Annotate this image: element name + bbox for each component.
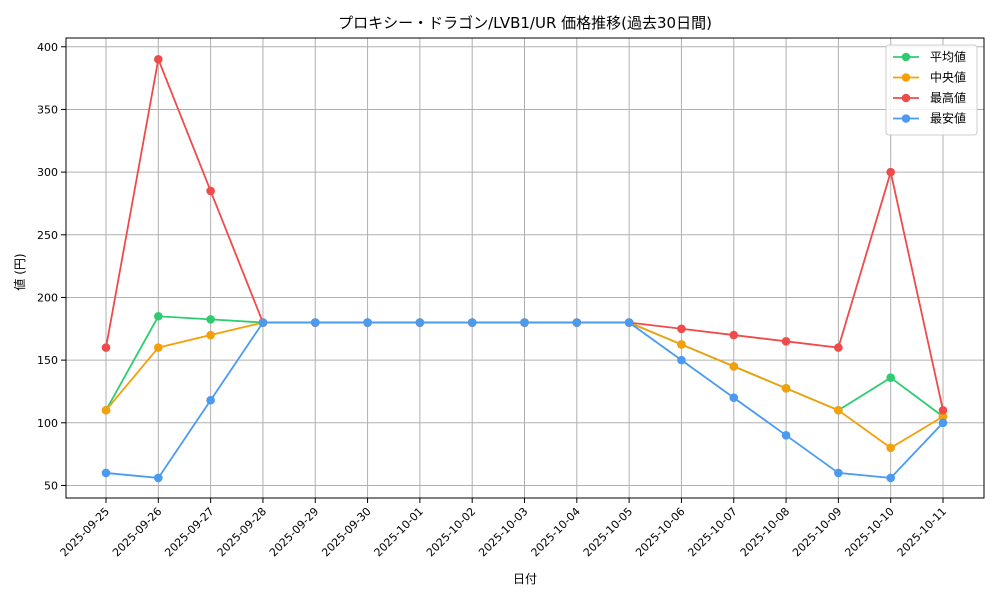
data-point	[520, 318, 529, 327]
x-axis-label: 日付	[513, 572, 537, 586]
y-axis-label: 値 (円)	[12, 253, 27, 290]
data-point	[415, 318, 425, 327]
data-point	[729, 330, 739, 340]
legend-item: 中央値	[893, 70, 966, 85]
legend-label: 平均値	[930, 49, 966, 64]
data-point	[154, 473, 163, 483]
y-tick-label: 200	[37, 291, 58, 304]
data-point	[938, 412, 948, 421]
data-point	[206, 395, 215, 405]
y-tick-label: 300	[37, 166, 58, 179]
plot-frame	[65, 37, 985, 499]
data-point	[886, 167, 895, 177]
data-point	[834, 468, 843, 478]
data-point	[677, 324, 686, 334]
legend-box	[885, 44, 978, 136]
data-point	[886, 443, 895, 453]
legend-item: 平均値	[893, 49, 966, 64]
legend-item: 最安値	[893, 111, 966, 126]
data-point	[206, 186, 215, 196]
legend-label: 最安値	[930, 111, 966, 126]
data-point	[886, 373, 895, 382]
data-point	[729, 362, 739, 371]
data-point	[729, 393, 739, 403]
data-point	[572, 318, 582, 327]
data-point	[310, 318, 320, 327]
data-point	[363, 318, 372, 327]
y-tick-label: 400	[37, 41, 58, 54]
y-tick-label: 100	[37, 417, 58, 430]
series-group	[101, 55, 948, 483]
y-tick-label: 250	[37, 229, 58, 242]
data-point	[101, 343, 111, 352]
data-point	[154, 343, 163, 352]
legend-marker	[901, 52, 911, 62]
data-point	[938, 418, 948, 428]
legend-label: 最高値	[930, 90, 966, 105]
legend-marker	[901, 73, 911, 82]
data-point	[938, 405, 948, 415]
data-point	[834, 343, 843, 352]
data-point	[467, 318, 477, 327]
data-point	[886, 473, 895, 483]
y-tick-label: 150	[37, 354, 58, 367]
data-point	[781, 337, 791, 346]
chart-title: プロキシー・ドラゴン/LVB1/UR 価格推移(過去30日間)	[338, 14, 712, 32]
data-point	[206, 315, 215, 324]
data-point	[624, 318, 634, 327]
data-point	[781, 384, 791, 393]
data-point	[101, 468, 111, 478]
data-point	[677, 340, 686, 349]
data-point	[258, 318, 268, 327]
legend-label: 中央値	[930, 70, 966, 85]
data-point	[206, 330, 215, 340]
data-point	[781, 431, 791, 440]
legend-item: 最高値	[893, 90, 966, 105]
data-point	[154, 311, 163, 321]
data-point	[154, 55, 163, 64]
grid	[66, 38, 984, 498]
legend-marker	[901, 93, 911, 103]
y-tick-label: 50	[44, 479, 58, 492]
series-4	[101, 318, 948, 483]
legend-marker	[901, 114, 911, 123]
data-point	[834, 405, 843, 415]
data-point	[101, 405, 111, 415]
y-tick-label: 350	[37, 103, 58, 116]
data-point	[677, 355, 686, 365]
